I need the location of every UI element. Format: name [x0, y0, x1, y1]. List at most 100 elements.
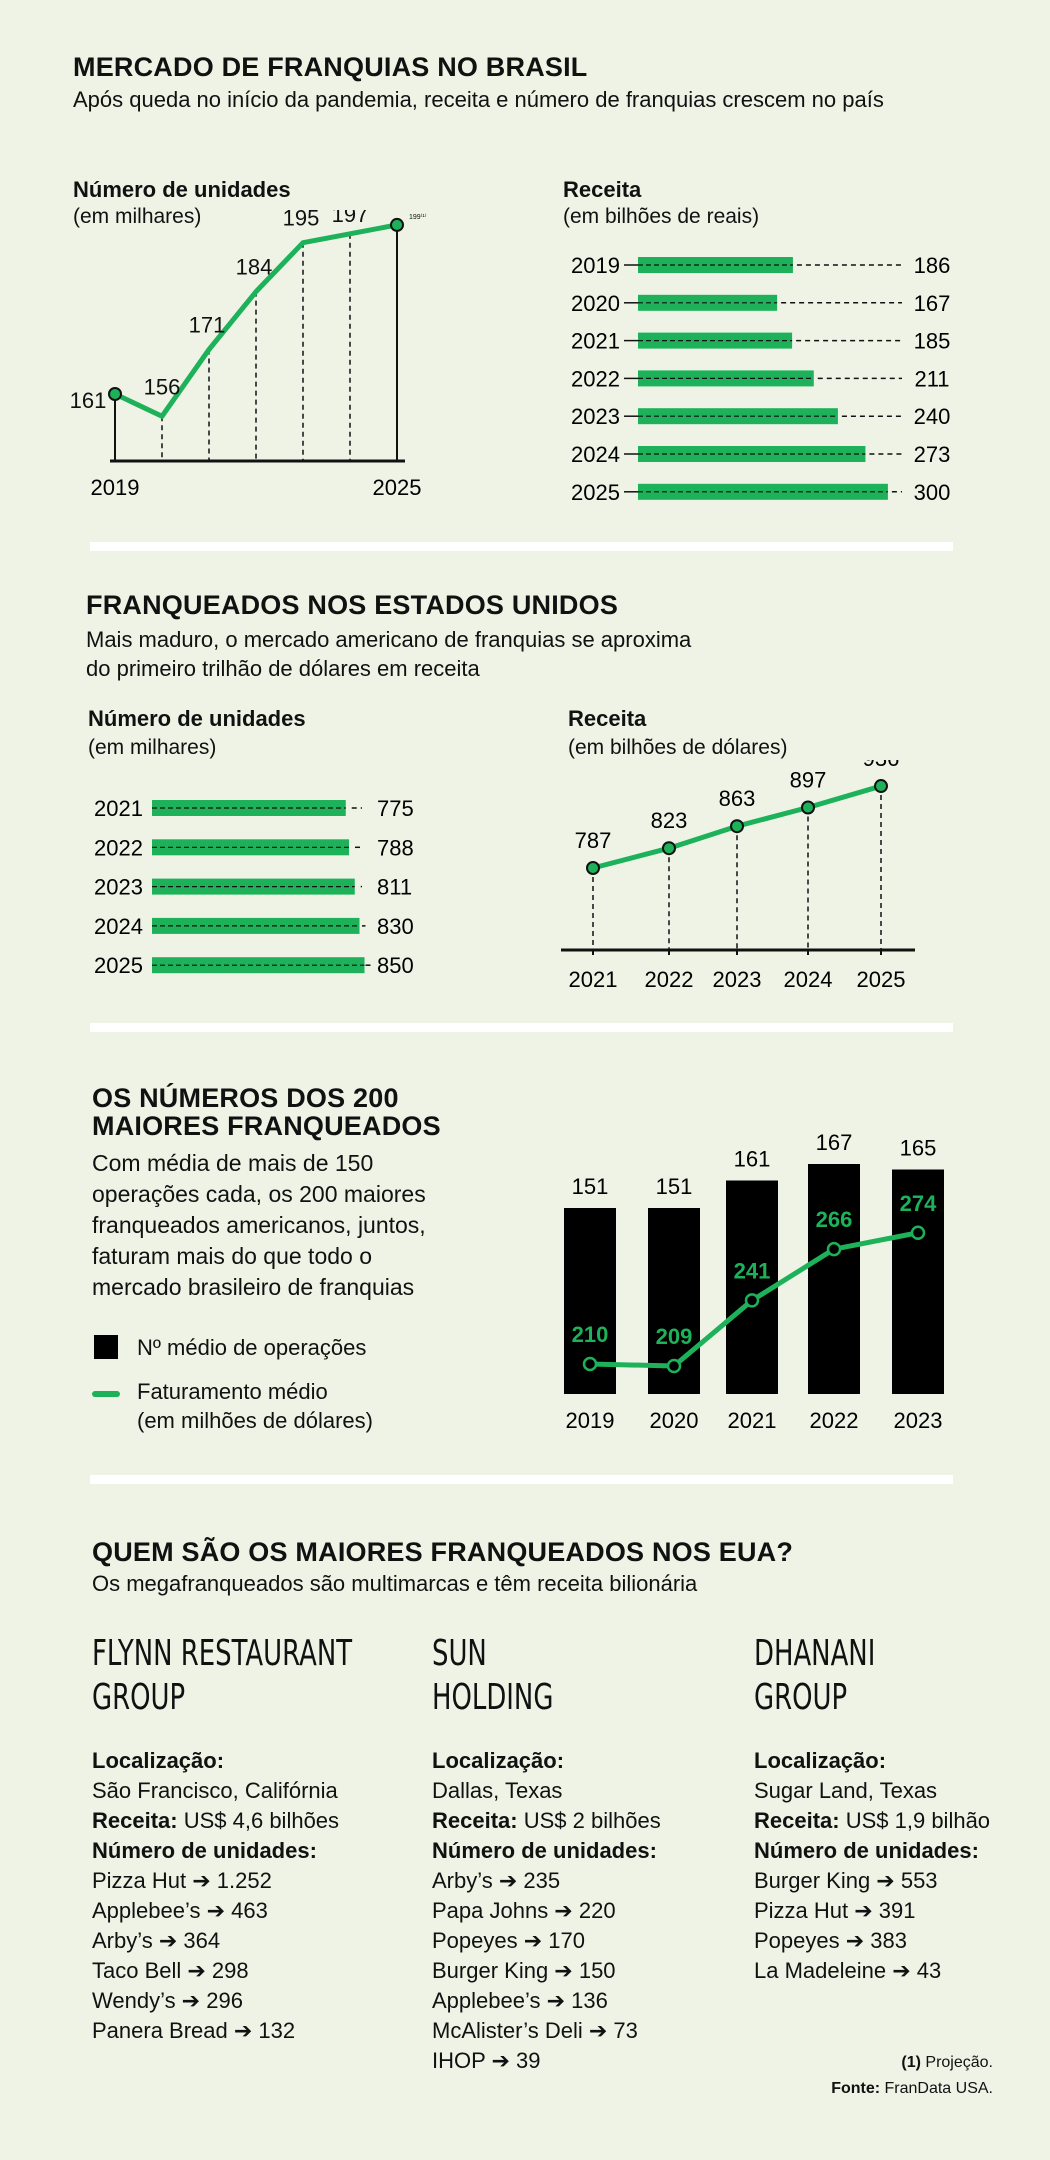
- y-tick-label: 2025: [94, 953, 143, 978]
- y-tick-label: 2019: [571, 253, 620, 278]
- unit-item: La Madeleine ➔ 43: [754, 1958, 942, 1983]
- data-point: [910, 1225, 926, 1240]
- company-card-flynn: FLYNN RESTAURANT GROUP Localização: São …: [92, 1632, 412, 2046]
- bar: [638, 370, 814, 387]
- section2-subtitle-line1: Mais maduro, o mercado americano de fran…: [86, 627, 692, 652]
- section3-text: Com média de mais de 150 operações cada,…: [92, 1148, 426, 1303]
- company-location: Sugar Land, Texas: [754, 1778, 938, 1803]
- location-label: Localização:: [754, 1748, 887, 1773]
- unit-item: Wendy’s ➔ 296: [92, 1988, 243, 2013]
- value-label: 300: [914, 480, 951, 505]
- value-label: 788: [377, 835, 414, 860]
- x-tick-label: 2022: [810, 1408, 859, 1433]
- value-label: 273: [914, 442, 951, 467]
- unit-item: Taco Bell ➔ 298: [92, 1958, 249, 1983]
- us-revenue-subtitle: (em bilhões de dólares): [568, 736, 788, 759]
- units-label: Número de unidades:: [92, 1838, 317, 1863]
- unit-item: IHOP ➔ 39: [432, 2048, 541, 2073]
- source-label: Fonte:: [831, 2080, 881, 2097]
- divider-3: [90, 1475, 953, 1484]
- section2-subtitle-line2: do primeiro trilhão de dólares em receit…: [86, 656, 480, 681]
- data-point: [582, 1356, 598, 1372]
- section3-text-line: Com média de mais de 150: [92, 1150, 374, 1176]
- legend-line-label-2: (em milhões de dólares): [137, 1408, 373, 1433]
- bar: [808, 1164, 860, 1394]
- data-point: [666, 1358, 682, 1374]
- data-point: [801, 800, 815, 815]
- x-tick-label: 2019: [566, 1408, 615, 1433]
- y-tick-label: 2022: [94, 835, 143, 860]
- unit-item: Arby’s ➔ 235: [432, 1868, 561, 1893]
- company-revenue: US$ 1,9 bilhão: [845, 1808, 991, 1833]
- section3-title-line1: OS NÚMEROS DOS 200: [92, 1083, 399, 1113]
- data-point: [744, 1293, 760, 1308]
- x-tick-label: 2023: [713, 967, 762, 992]
- bar: [638, 257, 793, 273]
- value-label: 830: [377, 914, 414, 939]
- value-label: 811: [377, 875, 412, 900]
- data-point: [390, 217, 404, 232]
- units-label: Número de unidades:: [754, 1838, 979, 1863]
- x-tick-label: 2025: [373, 475, 422, 500]
- br-revenue-title: Receita: [563, 177, 642, 202]
- y-tick-label: 2020: [571, 291, 620, 316]
- unit-item: Pizza Hut ➔ 391: [754, 1898, 916, 1923]
- line-value-label: 266: [816, 1207, 853, 1232]
- y-tick-label: 2024: [571, 442, 620, 467]
- bar-value-label: 151: [572, 1174, 609, 1199]
- section2-title: FRANQUEADOS NOS ESTADOS UNIDOS: [86, 590, 619, 620]
- footnote: (1) Projeção.: [901, 2054, 993, 2072]
- y-tick-label: 2021: [94, 796, 143, 821]
- section3-text-line: operações cada, os 200 maiores: [92, 1181, 426, 1207]
- data-point: [730, 819, 744, 834]
- data-label: 199⁽¹⁾: [409, 213, 427, 221]
- bar-value-label: 165: [900, 1136, 937, 1161]
- series-line: [113, 222, 398, 419]
- section1-subtitle: Após queda no início da pandemia, receit…: [73, 87, 884, 112]
- divider-2: [90, 1023, 953, 1032]
- section3-text-line: faturam mais do que todo o: [92, 1243, 372, 1269]
- bar: [152, 878, 355, 895]
- bar: [638, 294, 778, 311]
- x-tick-label: 2022: [645, 967, 694, 992]
- source: Fonte: FranData USA.: [831, 2080, 993, 2098]
- data-point: [586, 861, 600, 875]
- unit-item: Applebee’s ➔ 463: [92, 1898, 268, 1923]
- data-label: 171: [189, 313, 226, 338]
- section4-subtitle: Os megafranqueados são multimarcas e têm…: [92, 1571, 698, 1596]
- company-card-dhanani: DHANANI GROUP Localização: Sugar Land, T…: [754, 1632, 1014, 1986]
- unit-item: Popeyes ➔ 383: [754, 1928, 907, 1953]
- location-label: Localização:: [432, 1748, 565, 1773]
- line-value-label: 274: [900, 1191, 937, 1216]
- data-point: [826, 1241, 842, 1257]
- company-location: São Francisco, Califórnia: [92, 1778, 338, 1803]
- legend-bar-label: Nº médio de operações: [137, 1335, 367, 1360]
- section3-text-line: mercado brasileiro de franquias: [92, 1274, 415, 1300]
- x-tick-label: 2025: [857, 967, 906, 992]
- company-location: Dallas, Texas: [432, 1778, 563, 1803]
- line-value-label: 241: [734, 1258, 771, 1283]
- data-label: 156: [144, 374, 181, 399]
- source-text: FranData USA.: [880, 2080, 994, 2097]
- br-revenue-subtitle: (em bilhões de reais): [563, 205, 760, 228]
- x-tick-label: 2019: [91, 475, 140, 500]
- line-value-label: 210: [572, 1322, 609, 1347]
- x-tick-label: 2020: [650, 1408, 699, 1433]
- y-tick-label: 2022: [571, 366, 620, 391]
- y-tick-label: 2021: [571, 329, 620, 354]
- section4-title: QUEM SÃO OS MAIORES FRANQUEADOS NOS EUA?: [92, 1537, 794, 1567]
- data-label: 863: [719, 786, 756, 811]
- section1-title: MERCADO DE FRANQUIAS NO BRASIL: [73, 52, 588, 82]
- bar-value-label: 161: [734, 1147, 771, 1172]
- value-label: 850: [377, 953, 414, 978]
- line-value-label: 209: [656, 1324, 693, 1349]
- x-tick-label: 2021: [728, 1408, 777, 1433]
- bar-value-label: 167: [816, 1130, 853, 1155]
- bar: [892, 1169, 944, 1394]
- company-name: HOLDING: [432, 1677, 554, 1718]
- section3-title-line2: MAIORES FRANQUEADOS: [92, 1111, 441, 1141]
- x-tick-label: 2024: [784, 967, 833, 992]
- unit-item: Burger King ➔ 553: [754, 1868, 938, 1893]
- unit-item: Pizza Hut ➔ 1.252: [92, 1868, 272, 1893]
- value-label: 240: [914, 404, 951, 429]
